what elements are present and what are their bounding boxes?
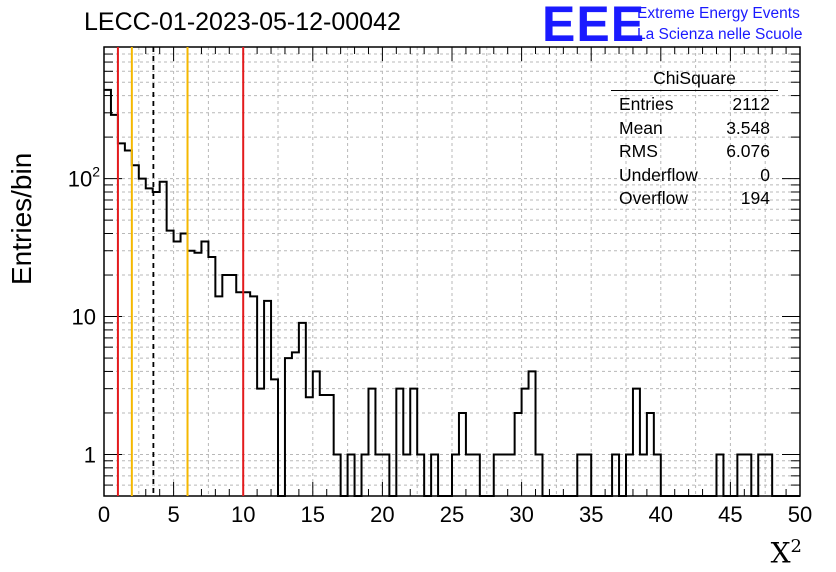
histogram-line	[104, 88, 800, 497]
x-tick-label: 20	[370, 502, 394, 527]
x-tick-label: 35	[579, 502, 603, 527]
x-axis-label: X2	[770, 536, 802, 570]
stats-row-entries: Entries 2112	[611, 93, 778, 117]
stats-row-rms: RMS 6.076	[611, 140, 778, 164]
stats-label: Overflow	[619, 188, 689, 208]
stats-row-underflow: Underflow 0	[611, 164, 778, 188]
stats-value: 2112	[732, 94, 770, 114]
stats-row-overflow: Overflow 194	[611, 187, 778, 211]
stats-box: ChiSquare Entries 2112 Mean 3.548 RMS 6.…	[611, 68, 778, 211]
stats-value: 3.548	[726, 117, 770, 138]
x-tick-label: 25	[440, 502, 464, 527]
stats-value: 0	[760, 164, 770, 185]
y-axis-label: Entries/bin	[6, 152, 37, 285]
stats-label: Underflow	[619, 164, 698, 185]
stats-value: 194	[740, 188, 770, 208]
eee-logo: EEE	[542, 0, 646, 52]
org-name: Extreme Energy Events La Scienza nelle S…	[637, 3, 802, 45]
chart-title: LECC-01-2023-05-12-00042	[84, 8, 401, 36]
x-tick-label: 45	[718, 502, 742, 527]
x-tick-label: 10	[231, 502, 255, 527]
stats-title: ChiSquare	[611, 68, 778, 91]
x-tick-label: 30	[509, 502, 533, 527]
x-tick-label: 50	[788, 502, 812, 527]
x-tick-label: 0	[98, 502, 110, 527]
org-line-2: La Scienza nelle Scuole	[637, 26, 803, 43]
x-tick-label: 40	[649, 502, 673, 527]
org-line-1: Extreme Energy Events	[637, 5, 800, 22]
stats-label: RMS	[619, 141, 658, 161]
y-tick-label: 10	[72, 305, 96, 330]
stats-label: Mean	[619, 117, 663, 138]
stats-value: 6.076	[726, 141, 770, 161]
y-tick-label: 102	[68, 164, 100, 192]
x-tick-label: 15	[301, 502, 325, 527]
y-tick-label: 1	[84, 442, 96, 467]
stats-label: Entries	[619, 94, 674, 114]
stats-row-mean: Mean 3.548	[611, 117, 778, 141]
x-tick-label: 5	[167, 502, 179, 527]
